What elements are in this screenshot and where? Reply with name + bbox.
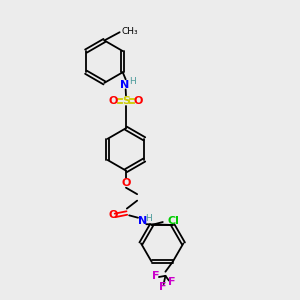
- Text: N: N: [137, 216, 147, 226]
- Text: S: S: [122, 96, 130, 106]
- Text: O: O: [109, 96, 118, 106]
- Text: F: F: [152, 272, 160, 281]
- Text: Cl: Cl: [168, 216, 180, 226]
- Text: O: O: [121, 178, 130, 188]
- Text: F: F: [159, 282, 166, 292]
- Text: N: N: [120, 80, 129, 90]
- Text: H: H: [145, 214, 152, 223]
- Text: CH₃: CH₃: [122, 27, 138, 36]
- Text: H: H: [129, 77, 136, 86]
- Text: O: O: [134, 96, 143, 106]
- Text: F: F: [168, 277, 175, 287]
- Text: O: O: [109, 210, 118, 220]
